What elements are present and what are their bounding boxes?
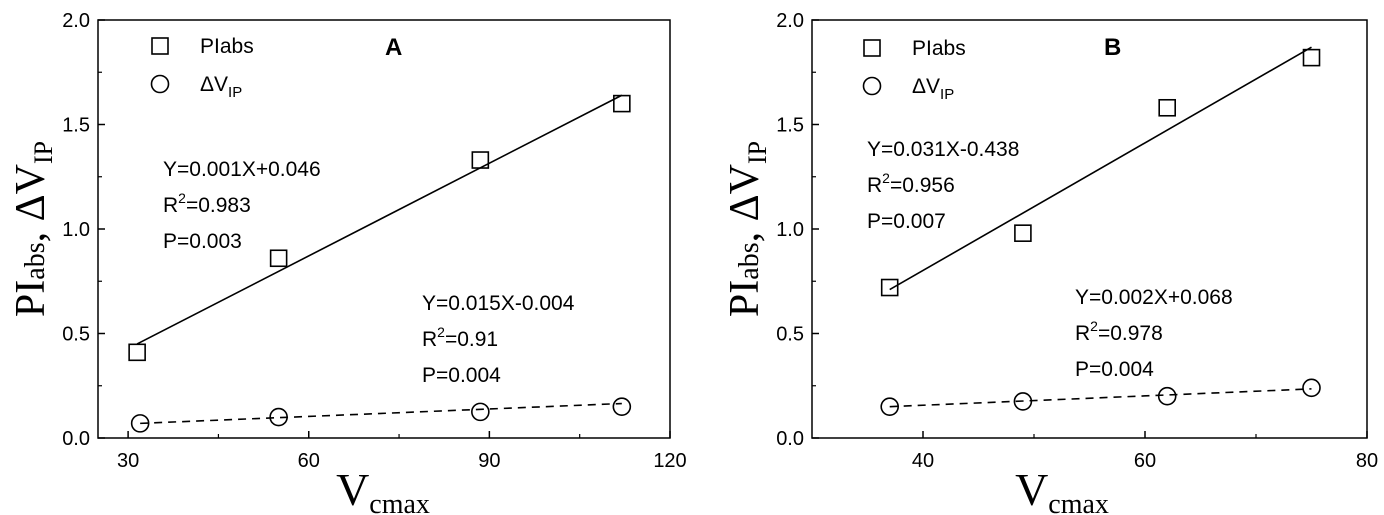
data-point bbox=[471, 402, 490, 422]
x-tick-label: 60 bbox=[1134, 450, 1156, 472]
y-tick-label: 0.5 bbox=[62, 324, 90, 346]
x-tick-label: 60 bbox=[298, 450, 320, 472]
regression-annotation: R2=0.91 bbox=[422, 324, 498, 351]
x-axis-title: Vcmax bbox=[336, 464, 430, 515]
series-delta-vip bbox=[880, 378, 1321, 416]
panel-label: A bbox=[385, 34, 402, 61]
chart-panel-a: 0.0 0.5 1.0 1.5 2.0 30 60 90 120 PIabs ΔVIP A Y=0.00… bbox=[8, 10, 687, 515]
data-point bbox=[1013, 392, 1033, 411]
regression-annotation: Y=0.001X+0.046 bbox=[163, 158, 321, 181]
legend-circle-marker bbox=[862, 76, 882, 96]
series-piabs bbox=[128, 94, 631, 362]
legend-label: ΔVIP bbox=[912, 75, 954, 103]
regression-annotation: R2=0.956 bbox=[867, 170, 955, 197]
chart-panel-b: 0.0 0.5 1.0 1.5 2.0 40 60 80 PIabs ΔVIP B Y=0.031X-… bbox=[722, 10, 1378, 515]
panel-label: B bbox=[1104, 34, 1121, 61]
y-tick-label: 1.0 bbox=[776, 219, 804, 241]
regression-annotation: Y=0.002X+0.068 bbox=[1075, 286, 1233, 309]
y-tick-label: 2.0 bbox=[776, 10, 804, 32]
data-point bbox=[1158, 98, 1176, 117]
regression-annotation: P=0.007 bbox=[867, 210, 946, 233]
regression-annotation: Y=0.015X-0.004 bbox=[422, 292, 575, 315]
x-tick-label: 30 bbox=[117, 450, 139, 472]
fit-line bbox=[136, 94, 623, 345]
fit-line bbox=[889, 388, 1312, 408]
legend-square-marker bbox=[863, 39, 881, 57]
data-point bbox=[269, 407, 288, 427]
regression-annotation: R2=0.978 bbox=[1075, 318, 1163, 345]
legend-circle-marker bbox=[150, 74, 170, 94]
fit-line bbox=[140, 402, 622, 425]
x-tick-label: 90 bbox=[478, 450, 500, 472]
data-point bbox=[1157, 386, 1177, 406]
y-tick-label: 0.0 bbox=[776, 428, 804, 450]
y-tick-label: 1.0 bbox=[62, 219, 90, 241]
x-tick-label: 80 bbox=[1356, 450, 1378, 472]
legend-label: PIabs bbox=[200, 35, 254, 58]
y-axis-title: PIabs, ΔVIP bbox=[8, 141, 58, 317]
regression-annotation: P=0.004 bbox=[1075, 358, 1154, 381]
plot-frame bbox=[97, 19, 671, 439]
y-tick-label: 0.0 bbox=[62, 428, 90, 450]
x-axis-title: Vcmax bbox=[1015, 464, 1109, 515]
y-tick-label: 0.5 bbox=[776, 324, 804, 346]
fit-line bbox=[889, 46, 1312, 291]
data-point bbox=[1302, 378, 1321, 398]
regression-annotation: Y=0.031X-0.438 bbox=[867, 138, 1019, 161]
series-piabs bbox=[880, 46, 1321, 297]
data-point bbox=[880, 278, 899, 297]
data-point bbox=[613, 94, 631, 113]
x-tick-label: 40 bbox=[912, 450, 934, 472]
legend-label: PIabs bbox=[912, 37, 966, 60]
y-axis-title: PIabs, ΔVIP bbox=[722, 141, 772, 317]
data-point bbox=[269, 249, 288, 268]
data-point bbox=[612, 397, 632, 416]
data-point bbox=[1302, 48, 1321, 67]
series-delta-vip bbox=[130, 397, 632, 433]
data-point bbox=[130, 414, 150, 433]
y-tick-label: 1.5 bbox=[776, 115, 804, 137]
x-tick-label: 120 bbox=[653, 450, 686, 472]
data-point bbox=[880, 397, 900, 416]
legend-label: ΔVIP bbox=[200, 73, 242, 101]
legend-square-marker bbox=[151, 37, 169, 55]
regression-annotation: P=0.004 bbox=[422, 364, 501, 387]
data-point bbox=[128, 343, 146, 362]
regression-annotation: P=0.003 bbox=[163, 230, 242, 253]
data-point bbox=[1014, 224, 1032, 242]
y-tick-label: 2.0 bbox=[62, 10, 90, 32]
regression-annotation: R2=0.983 bbox=[163, 190, 251, 217]
y-tick-label: 1.5 bbox=[62, 115, 90, 137]
data-point bbox=[471, 151, 490, 169]
